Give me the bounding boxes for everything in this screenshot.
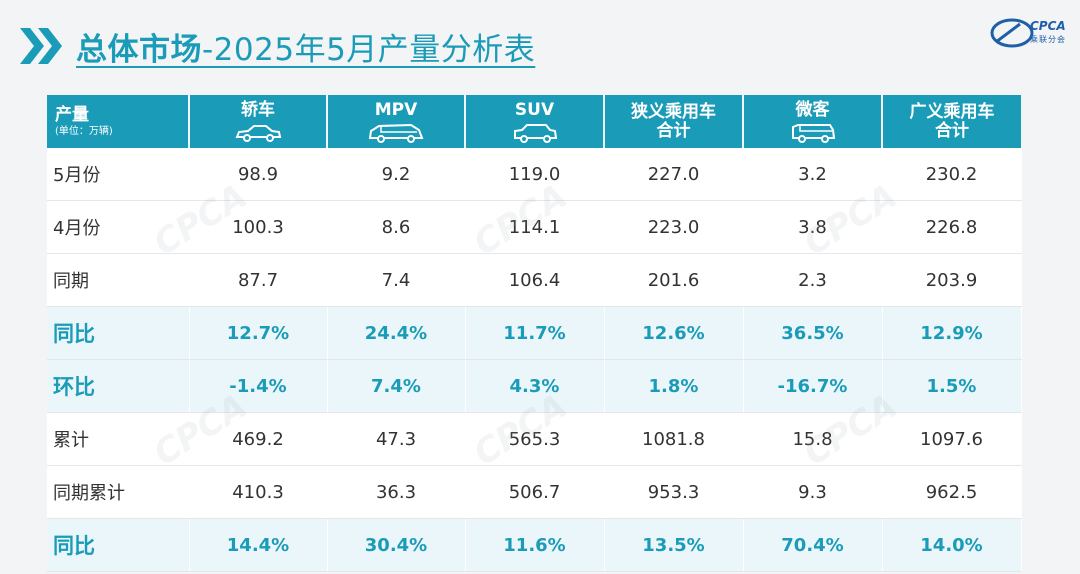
table-row: 5月份 98.9 9.2 119.0 227.0 3.2 230.2 <box>47 148 1022 201</box>
cell: 223.0 <box>604 200 744 254</box>
mpv-icon <box>368 123 424 143</box>
cell: 36.5% <box>743 306 883 360</box>
header-narrow-total: 狭义乘用车 合计 <box>604 95 744 148</box>
cell: 565.3 <box>465 412 605 466</box>
cell: 24.4% <box>327 306 466 360</box>
header-broad-total: 广义乘用车 合计 <box>882 95 1021 148</box>
row-label: 5月份 <box>47 148 190 201</box>
sedan-icon <box>235 124 282 142</box>
cell: 106.4 <box>465 253 605 307</box>
header-suv: SUV <box>465 95 605 148</box>
table-header-row: 产量 (单位：万辆) 轿车 MPV <box>47 95 1021 148</box>
cell: 201.6 <box>604 253 744 307</box>
cell: 226.8 <box>882 200 1022 254</box>
cell: 30.4% <box>327 518 466 572</box>
header-label: 微客 <box>795 99 830 120</box>
cpca-logo-icon <box>990 18 1034 48</box>
row-label: 同期累计 <box>47 465 190 519</box>
logo-subtext: 乘联分会 <box>1030 35 1066 44</box>
cell: 47.3 <box>327 412 466 466</box>
cell: 36.3 <box>327 465 466 519</box>
cell: 1.5% <box>882 359 1022 413</box>
cell: 7.4 <box>327 253 466 307</box>
cell: 14.4% <box>189 518 328 572</box>
table-row: 同期累计 410.3 36.3 506.7 953.3 9.3 962.5 <box>47 465 1022 519</box>
cell: 13.5% <box>604 518 744 572</box>
header-minivan: 微客 <box>743 95 883 148</box>
cell: 1.8% <box>604 359 744 413</box>
header-label: MPV <box>374 99 418 120</box>
table-row: 4月份 100.3 8.6 114.1 223.0 3.8 226.8 <box>47 200 1022 254</box>
cell: 14.0% <box>882 518 1022 572</box>
header-corner-label: 产量 <box>55 104 89 125</box>
cell: 469.2 <box>189 412 328 466</box>
table-row-highlight: 环比 -1.4% 7.4% 4.3% 1.8% -16.7% 1.5% <box>47 359 1022 413</box>
cell: 15.8 <box>743 412 883 466</box>
cell: 2.3 <box>743 253 883 307</box>
cell: 3.2 <box>743 148 883 201</box>
title-bar: 总体市场-2025年5月产量分析表 CPCA 乘联分会 <box>0 0 1080 95</box>
row-label: 同比 <box>47 518 190 572</box>
cell: 506.7 <box>465 465 605 519</box>
cell: 1097.6 <box>882 412 1022 466</box>
cell: 8.6 <box>327 200 466 254</box>
logo-text: CPCA <box>1030 19 1066 33</box>
row-label: 同比 <box>47 306 190 360</box>
cell: 227.0 <box>604 148 744 201</box>
header-label: 狭义乘用车 <box>631 101 716 122</box>
cell: 230.2 <box>882 148 1022 201</box>
cell: 11.6% <box>465 518 605 572</box>
row-label: 同期 <box>47 253 190 307</box>
cell: 203.9 <box>882 253 1022 307</box>
cell: 3.8 <box>743 200 883 254</box>
cell: 119.0 <box>465 148 605 201</box>
header-label: 广义乘用车 <box>909 101 995 122</box>
table-row-highlight: 同比 14.4% 30.4% 11.6% 13.5% 70.4% 14.0% <box>47 518 1022 572</box>
cell: 9.3 <box>743 465 883 519</box>
table-row-highlight: 同比 12.7% 24.4% 11.7% 12.6% 36.5% 12.9% <box>47 306 1022 360</box>
row-label: 累计 <box>47 412 190 466</box>
cell: 114.1 <box>465 200 605 254</box>
production-table: 产量 (单位：万辆) 轿车 MPV <box>47 95 1022 572</box>
header-corner-unit: (单位：万辆) <box>55 125 113 137</box>
table-row: 同期 87.7 7.4 106.4 201.6 2.3 203.9 <box>47 253 1022 307</box>
cell: 4.3% <box>465 359 605 413</box>
cell: 12.6% <box>604 306 744 360</box>
cell: 87.7 <box>189 253 328 307</box>
header-label-line2: 合计 <box>935 120 969 141</box>
header-corner: 产量 (单位：万辆) <box>47 95 190 148</box>
cell: -1.4% <box>189 359 328 413</box>
cell: 953.3 <box>604 465 744 519</box>
header-label: 轿车 <box>241 99 275 120</box>
page-title-bold: 总体市场 <box>76 32 202 68</box>
cell: 7.4% <box>327 359 466 413</box>
cell: 962.5 <box>882 465 1022 519</box>
cell: 12.9% <box>882 306 1022 360</box>
cell: 98.9 <box>189 148 328 201</box>
suv-icon <box>513 123 557 143</box>
cell: 11.7% <box>465 306 605 360</box>
cell: 9.2 <box>327 148 466 201</box>
cell: 410.3 <box>189 465 328 519</box>
header-label-line2: 合计 <box>656 120 691 141</box>
double-chevron-icon <box>20 28 62 64</box>
page-title: 总体市场-2025年5月产量分析表 <box>76 24 535 69</box>
cell: 100.3 <box>189 200 328 254</box>
header-sedan: 轿车 <box>189 95 328 148</box>
cell: 70.4% <box>743 518 883 572</box>
header-mpv: MPV <box>327 95 466 148</box>
cell: -16.7% <box>743 359 883 413</box>
row-label: 4月份 <box>47 200 190 254</box>
minivan-icon <box>791 123 835 143</box>
header-label: SUV <box>514 99 555 120</box>
page-title-rest: -2025年5月产量分析表 <box>202 32 536 68</box>
row-label: 环比 <box>47 359 190 413</box>
cell: 1081.8 <box>604 412 744 466</box>
table-row: 累计 469.2 47.3 565.3 1081.8 15.8 1097.6 <box>47 412 1022 466</box>
cell: 12.7% <box>189 306 328 360</box>
